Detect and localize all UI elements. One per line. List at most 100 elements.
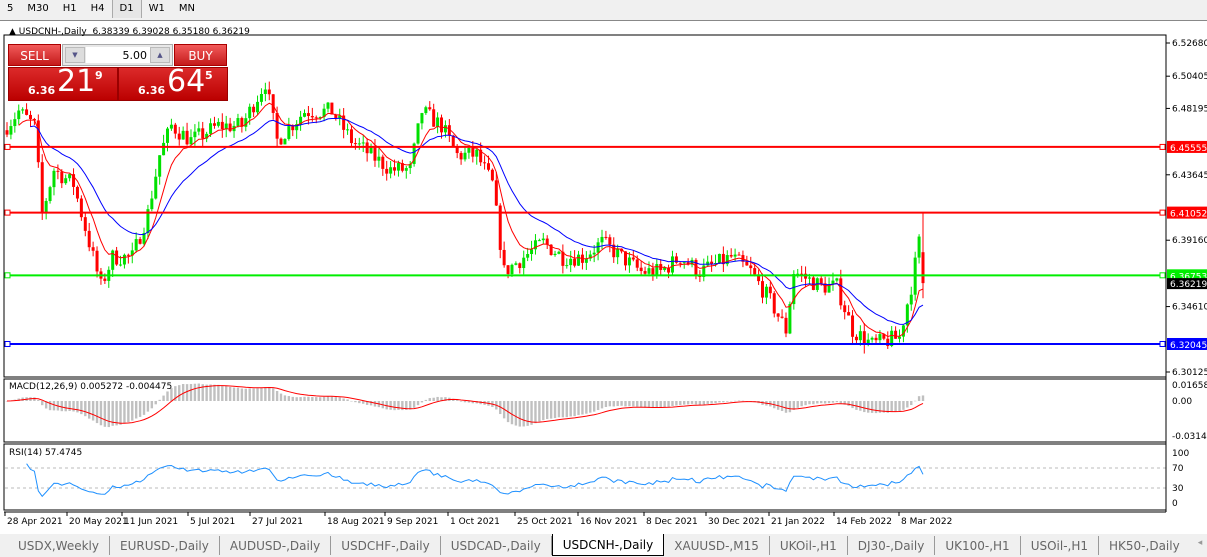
- macd-histogram-bar: [737, 400, 741, 402]
- candle-body: [898, 336, 902, 339]
- tab-dj30[interactable]: DJ30-,Daily: [848, 536, 936, 555]
- tab-uk100[interactable]: UK100-,H1: [935, 536, 1021, 555]
- tab-eurusd[interactable]: EURUSD-,Daily: [110, 536, 220, 555]
- macd-histogram-bar: [326, 396, 330, 401]
- tf-m30[interactable]: M30: [27, 3, 49, 14]
- tab-usdcad[interactable]: USDCAD-,Daily: [441, 536, 552, 555]
- candle-body: [631, 257, 635, 260]
- macd-histogram-bar: [358, 401, 361, 404]
- candle-body: [486, 163, 490, 170]
- candle-body: [271, 94, 275, 113]
- price-tick-label: 6.48195: [1172, 104, 1207, 114]
- line-handle[interactable]: [1159, 272, 1166, 279]
- candle-body: [663, 267, 667, 270]
- candle-body: [103, 278, 107, 281]
- candle-body: [674, 256, 678, 263]
- candle-body: [827, 284, 831, 293]
- line-handle[interactable]: [1159, 143, 1166, 150]
- macd-histogram-bar: [459, 401, 463, 402]
- line-handle[interactable]: [1159, 340, 1166, 347]
- candle-body: [322, 108, 326, 118]
- macd-histogram-bar: [510, 401, 514, 425]
- macd-histogram-bar: [178, 385, 181, 401]
- tf-h4[interactable]: H4: [90, 3, 105, 14]
- candle-body: [784, 317, 788, 334]
- candle-body: [917, 236, 921, 258]
- tab-ukoil[interactable]: UKOil-,H1: [770, 536, 848, 555]
- candle-body: [776, 313, 780, 317]
- sell-button[interactable]: SELL: [8, 44, 61, 66]
- macd-histogram-bar: [174, 386, 177, 401]
- candle-body: [667, 267, 671, 273]
- tf-5[interactable]: 5: [7, 3, 14, 14]
- candle-body: [811, 277, 815, 290]
- macd-histogram-bar: [882, 401, 886, 413]
- line-handle[interactable]: [4, 209, 11, 216]
- macd-histogram-bar: [729, 401, 733, 402]
- candle-body: [670, 256, 674, 273]
- candle-body: [870, 337, 874, 340]
- macd-histogram-bar: [162, 395, 165, 401]
- candle-body: [299, 116, 303, 125]
- tab-usdx[interactable]: USDX,Weekly: [0, 536, 110, 555]
- candle-body: [185, 130, 189, 145]
- tab-usoil[interactable]: USOil-,H1: [1021, 536, 1100, 555]
- macd-histogram-bar: [792, 401, 796, 410]
- chart-window[interactable]: [0, 20, 1207, 534]
- candle-body: [733, 254, 737, 257]
- macd-histogram-bar: [910, 401, 913, 406]
- tf-h1[interactable]: H1: [62, 3, 77, 14]
- macd-histogram-bar: [342, 398, 345, 401]
- tab-usdchf[interactable]: USDCHF-,Daily: [331, 536, 441, 555]
- candle-body: [600, 236, 604, 243]
- tab-audusd[interactable]: AUDUSD-,Daily: [220, 536, 332, 555]
- macd-histogram-bar: [455, 400, 459, 401]
- candle-body: [463, 152, 467, 160]
- macd-histogram-bar: [260, 387, 263, 401]
- macd-histogram-bar: [256, 388, 259, 401]
- chart-canvas[interactable]: 6.45555 6.41052 6.36753 6.32045 6.52680 6.504…: [0, 0, 1207, 534]
- macd-histogram-bar: [334, 397, 338, 401]
- macd-histogram-bar: [683, 401, 686, 405]
- candle-body: [87, 230, 91, 248]
- buy-price-big: 64: [167, 64, 206, 99]
- macd-histogram-bar: [416, 401, 420, 406]
- line-handle[interactable]: [1159, 209, 1166, 216]
- price-tick-label: 6.39160: [1172, 236, 1207, 246]
- rsi-tick-label: 0: [1172, 499, 1178, 509]
- lot-increase-icon[interactable]: ▲: [150, 47, 170, 63]
- lot-decrease-icon[interactable]: ▼: [65, 47, 85, 63]
- sell-price[interactable]: 6.36 21 9: [8, 64, 118, 101]
- tab-hk50[interactable]: HK50-,Daily: [1109, 539, 1180, 553]
- tf-d1[interactable]: D1: [111, 0, 142, 18]
- price-tick-label: 6.30125: [1172, 368, 1207, 378]
- macd-histogram-bar: [350, 400, 353, 402]
- tab-scroll-arrows[interactable]: ◂▸: [1198, 534, 1207, 557]
- candle-body: [639, 267, 643, 272]
- macd-histogram-bar: [671, 401, 674, 407]
- line-handle[interactable]: [4, 143, 11, 150]
- macd-histogram-bar: [279, 393, 283, 401]
- macd-histogram-bar: [41, 401, 44, 406]
- candle-body: [420, 113, 424, 124]
- buy-price[interactable]: 6.36 64 5: [118, 64, 228, 101]
- macd-histogram-bar: [890, 401, 893, 412]
- line-handle[interactable]: [4, 340, 11, 347]
- macd-histogram-bar: [107, 401, 110, 428]
- candle-body: [839, 278, 843, 306]
- candle-body: [494, 180, 498, 206]
- tab-xauusd[interactable]: XAUUSD-,M15: [664, 536, 770, 555]
- candle-body: [209, 123, 213, 134]
- macd-histogram-bar: [299, 397, 302, 401]
- line-handle[interactable]: [4, 272, 11, 279]
- candle-body: [780, 316, 784, 318]
- tab-usdcnh[interactable]: USDCNH-,Daily: [551, 534, 665, 556]
- macd-histogram-bar: [577, 401, 580, 416]
- tf-w1[interactable]: W1: [148, 3, 165, 14]
- macd-histogram-bar: [205, 384, 208, 401]
- tf-mn[interactable]: MN: [178, 3, 195, 14]
- candle-body: [119, 264, 123, 266]
- macd-histogram-bar: [820, 401, 823, 404]
- lot-input[interactable]: [86, 47, 150, 63]
- buy-button[interactable]: BUY: [174, 44, 227, 66]
